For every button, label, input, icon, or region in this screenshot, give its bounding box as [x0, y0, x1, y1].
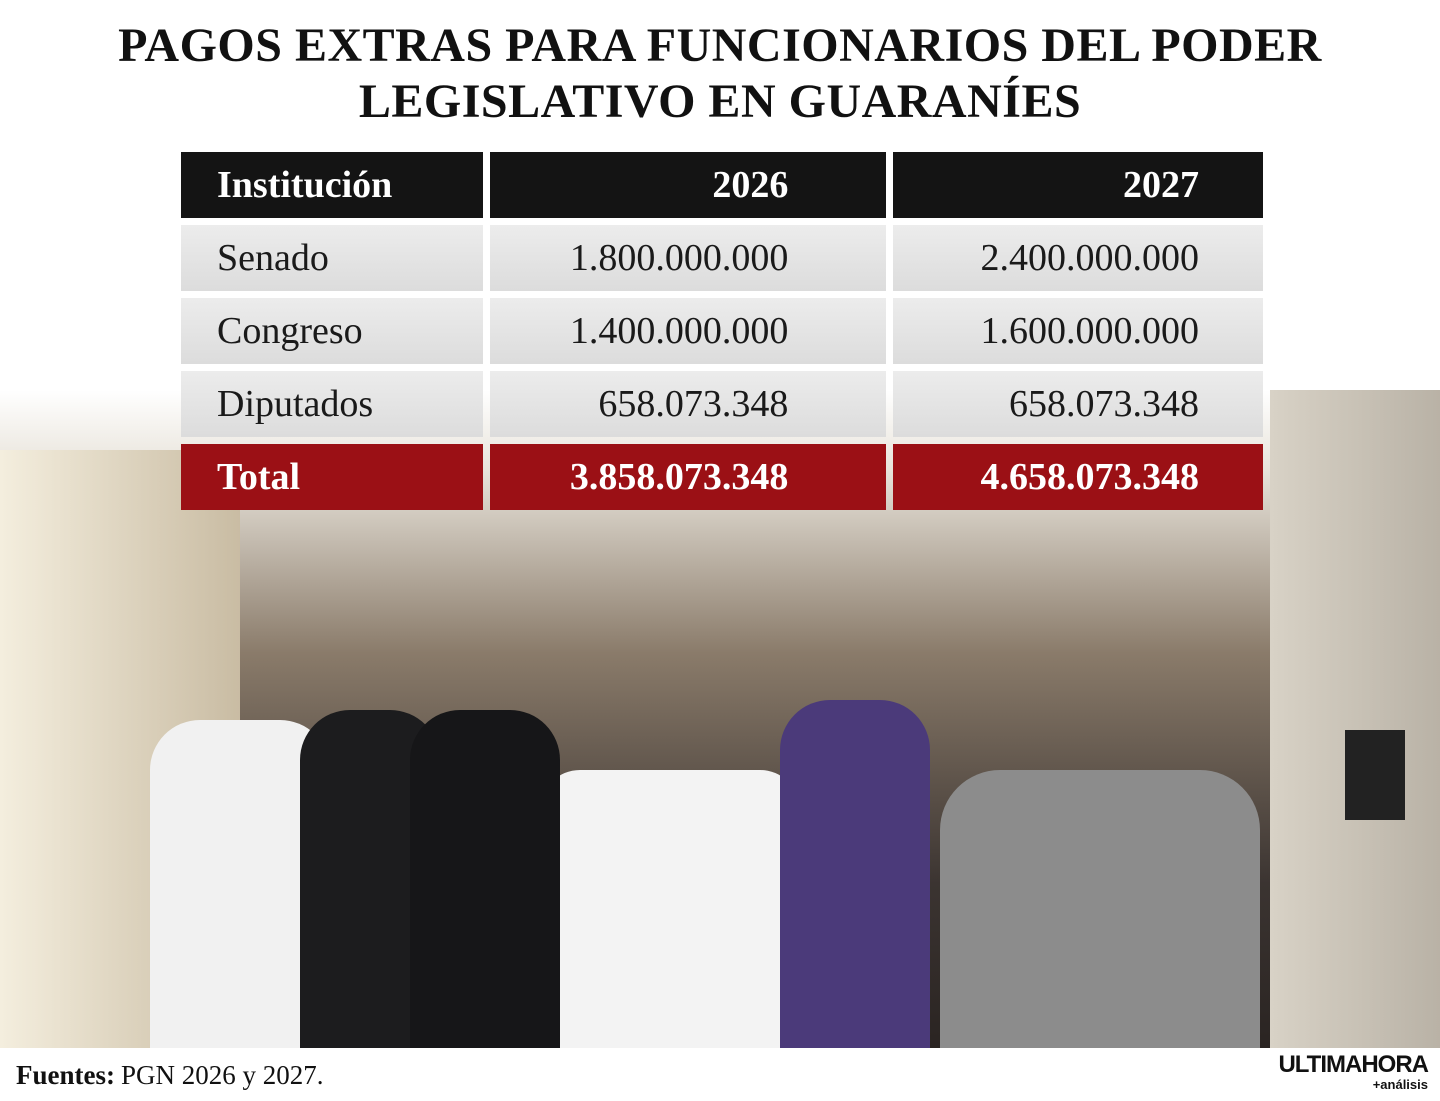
- person: [540, 770, 800, 1048]
- cell: 658.073.348: [489, 371, 887, 437]
- header-cell: 2026: [489, 152, 887, 218]
- wall: [1270, 390, 1440, 1048]
- person: [940, 770, 1260, 1048]
- device: [1345, 730, 1405, 820]
- cell: 2.400.000.000: [893, 225, 1263, 291]
- cell: 1.400.000.000: [489, 298, 887, 364]
- cell: 1.800.000.000: [489, 225, 887, 291]
- cell: Diputados: [181, 371, 483, 437]
- cell: Senado: [181, 225, 483, 291]
- source-text: PGN 2026 y 2027.: [120, 1060, 324, 1090]
- person: [780, 700, 930, 1048]
- header-cell: 2027: [893, 152, 1263, 218]
- header-row: Institución 2026 2027: [181, 152, 1263, 218]
- cell: Congreso: [181, 298, 483, 364]
- data-table: Institución 2026 2027 Senado 1.800.000.0…: [174, 145, 1270, 517]
- row: Senado 1.800.000.000 2.400.000.000: [181, 225, 1263, 291]
- logo: ULTIMAHORA +análisis: [1278, 1051, 1429, 1092]
- logo-tagline: +análisis: [1372, 1077, 1428, 1092]
- title: PAGOS EXTRAS PARA FUNCIONARIOS DEL PODER…: [0, 18, 1440, 130]
- cell: Total: [181, 444, 483, 510]
- cell: 4.658.073.348: [893, 444, 1263, 510]
- header-cell: Institución: [181, 152, 483, 218]
- logo-name: ULTIMAHORA: [1278, 1051, 1429, 1078]
- row: Diputados 658.073.348 658.073.348: [181, 371, 1263, 437]
- title-line: LEGISLATIVO EN GUARANÍES: [358, 75, 1082, 128]
- cell: 1.600.000.000: [893, 298, 1263, 364]
- total-row: Total 3.858.073.348 4.658.073.348: [181, 444, 1263, 510]
- source: Fuentes: PGN 2026 y 2027.: [16, 1060, 324, 1091]
- source-label: Fuentes:: [16, 1060, 115, 1090]
- row: Congreso 1.400.000.000 1.600.000.000: [181, 298, 1263, 364]
- title-line: PAGOS EXTRAS PARA FUNCIONARIOS DEL PODER: [118, 19, 1322, 72]
- cell: 658.073.348: [893, 371, 1263, 437]
- person: [410, 710, 560, 1048]
- cell: 3.858.073.348: [489, 444, 887, 510]
